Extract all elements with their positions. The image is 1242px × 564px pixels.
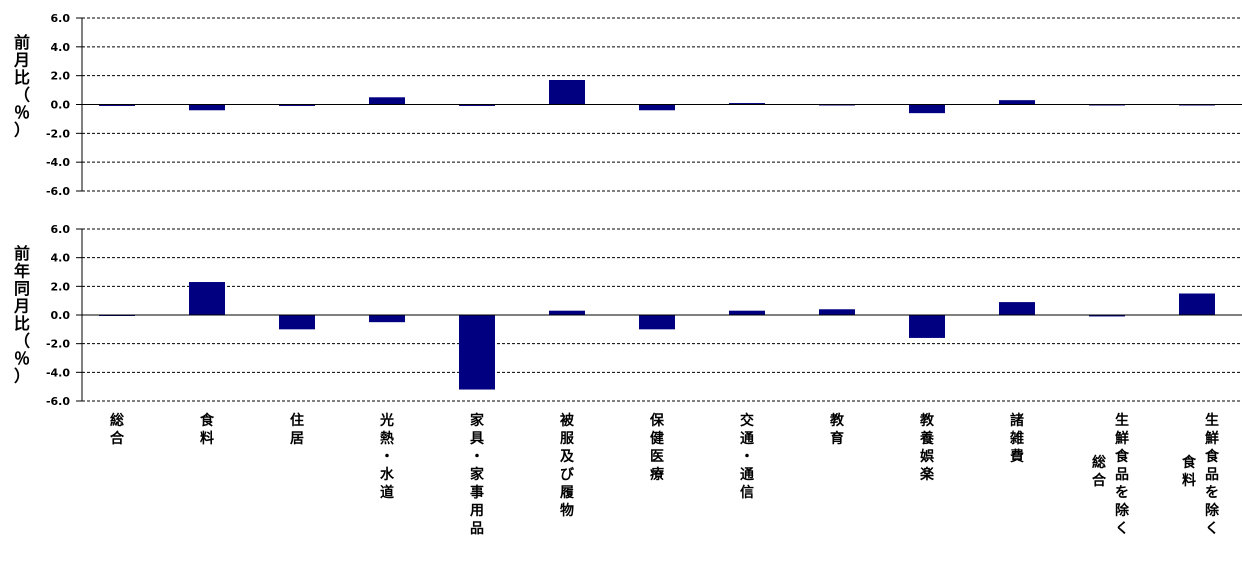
bar-1-11 (999, 100, 1035, 105)
x-tick-label-8: 交通・通信 (740, 412, 754, 501)
x-tick-label-sub: 総合 (1092, 454, 1107, 489)
y-tick-label: -6.0 (46, 185, 70, 198)
bar-2-11 (999, 302, 1035, 315)
x-tick-label-sub: 食料 (1182, 454, 1197, 489)
x-tick-label: 保健医療 (649, 412, 665, 483)
bar-1-8 (729, 103, 765, 105)
x-tick-label: 教育 (830, 412, 845, 447)
y-axis-title: 前月比（％） (13, 33, 30, 140)
x-tick-label-2: 食料 (200, 412, 215, 447)
y-tick-label: 0.0 (51, 99, 71, 112)
bar-2-6 (549, 310, 585, 315)
bar-2-12 (1089, 315, 1125, 317)
x-tick-label-9: 教育 (830, 412, 845, 447)
x-tick-label: 家具・家事用品 (469, 412, 485, 537)
x-tick-label-1: 総合 (110, 412, 125, 447)
bar-2-13 (1179, 293, 1215, 315)
x-tick-label: 総合 (110, 412, 125, 447)
x-tick-label: 食料 (200, 412, 215, 447)
x-tick-label: 被服及び履物 (560, 412, 575, 519)
x-tick-label-11: 諸雑費 (1009, 412, 1024, 465)
y-axis-title: 前年同月比（％） (13, 244, 30, 386)
x-tick-label-6: 被服及び履物 (560, 412, 575, 519)
y-tick-label: -6.0 (46, 395, 70, 408)
bar-2-9 (819, 309, 855, 315)
x-tick-label: 諸雑費 (1009, 412, 1024, 465)
x-tick-label: 交通・通信 (740, 412, 754, 501)
y-tick-label: 0.0 (51, 309, 71, 322)
bar-1-2 (189, 104, 225, 111)
y-tick-label: -4.0 (46, 156, 70, 169)
x-tick-label: 生鮮食品を除く (1115, 412, 1130, 537)
x-tick-label-10: 教養娯楽 (919, 412, 935, 483)
y-tick-label: 4.0 (51, 252, 71, 265)
chart-panel-2: 6.0 4.0 2.0 0.0 -2.0 -4.0 -6.0 前年同月比（％） (13, 223, 1242, 408)
bar-1-10 (909, 104, 945, 114)
x-tick-label: 教養娯楽 (919, 412, 935, 483)
bar-2-10 (909, 315, 945, 338)
x-tick-label: 生鮮食品を除く (1205, 412, 1220, 537)
x-tick-label-7: 保健医療 (649, 412, 665, 483)
x-tick-label-5: 家具・家事用品 (469, 412, 485, 537)
y-tick-label: 2.0 (51, 280, 71, 293)
y-tick-label: -2.0 (46, 338, 70, 351)
bar-2-3 (279, 315, 315, 330)
y-tick-label: -2.0 (46, 127, 70, 140)
y-tick-label: 6.0 (51, 223, 71, 236)
y-tick-label: -4.0 (46, 366, 70, 379)
x-tick-label-3: 住居 (290, 412, 304, 447)
bar-1-3 (279, 104, 315, 106)
bar-2-8 (729, 310, 765, 315)
x-tick-label: 住居 (290, 412, 304, 447)
y-tick-label: 4.0 (51, 41, 71, 54)
bar-1-4 (369, 97, 405, 105)
bar-2-5 (459, 315, 495, 390)
y-tick-label: 6.0 (51, 12, 71, 25)
bar-2-2 (189, 282, 225, 315)
x-tick-label: 光熱・水道 (379, 412, 395, 501)
bar-2-7 (639, 315, 675, 330)
bar-1-5 (459, 104, 495, 106)
bar-1-6 (549, 79, 585, 105)
bar-1-7 (639, 104, 675, 111)
bar-1-1 (99, 104, 135, 106)
x-tick-label-4: 光熱・水道 (379, 412, 395, 501)
y-tick-label: 2.0 (51, 70, 71, 83)
chart-panel-1: 6.0 4.0 2.0 0.0 -2.0 -4.0 -6.0 前月比（％） (13, 12, 1242, 198)
bar-2-4 (369, 315, 405, 323)
